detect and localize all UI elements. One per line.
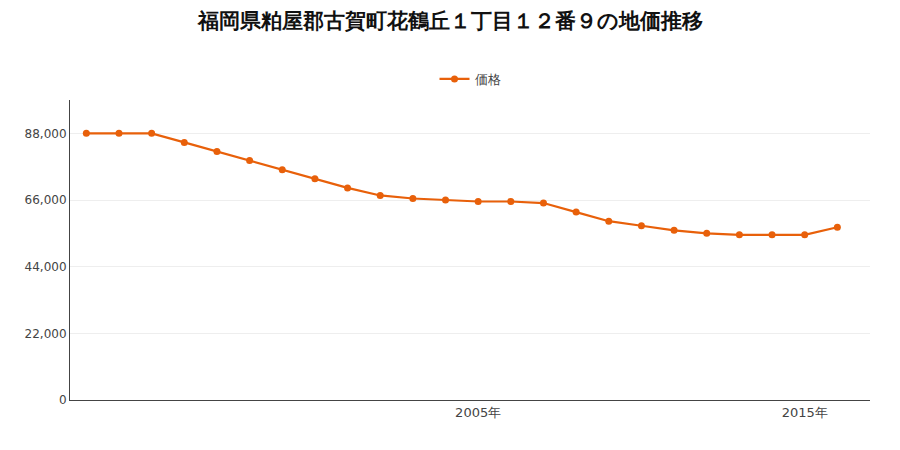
svg-text:価格: 価格 [475,72,501,87]
svg-text:66,000: 66,000 [25,193,67,207]
svg-text:0: 0 [59,393,67,407]
svg-text:88,000: 88,000 [25,127,67,141]
svg-text:2015年: 2015年 [782,405,828,420]
svg-text:44,000: 44,000 [25,260,67,274]
svg-text:22,000: 22,000 [25,327,67,341]
svg-text:福岡県粕屋郡古賀町花鶴丘１丁目１２番９の地価推移: 福岡県粕屋郡古賀町花鶴丘１丁目１２番９の地価推移 [197,9,703,33]
svg-text:2005年: 2005年 [455,405,501,420]
